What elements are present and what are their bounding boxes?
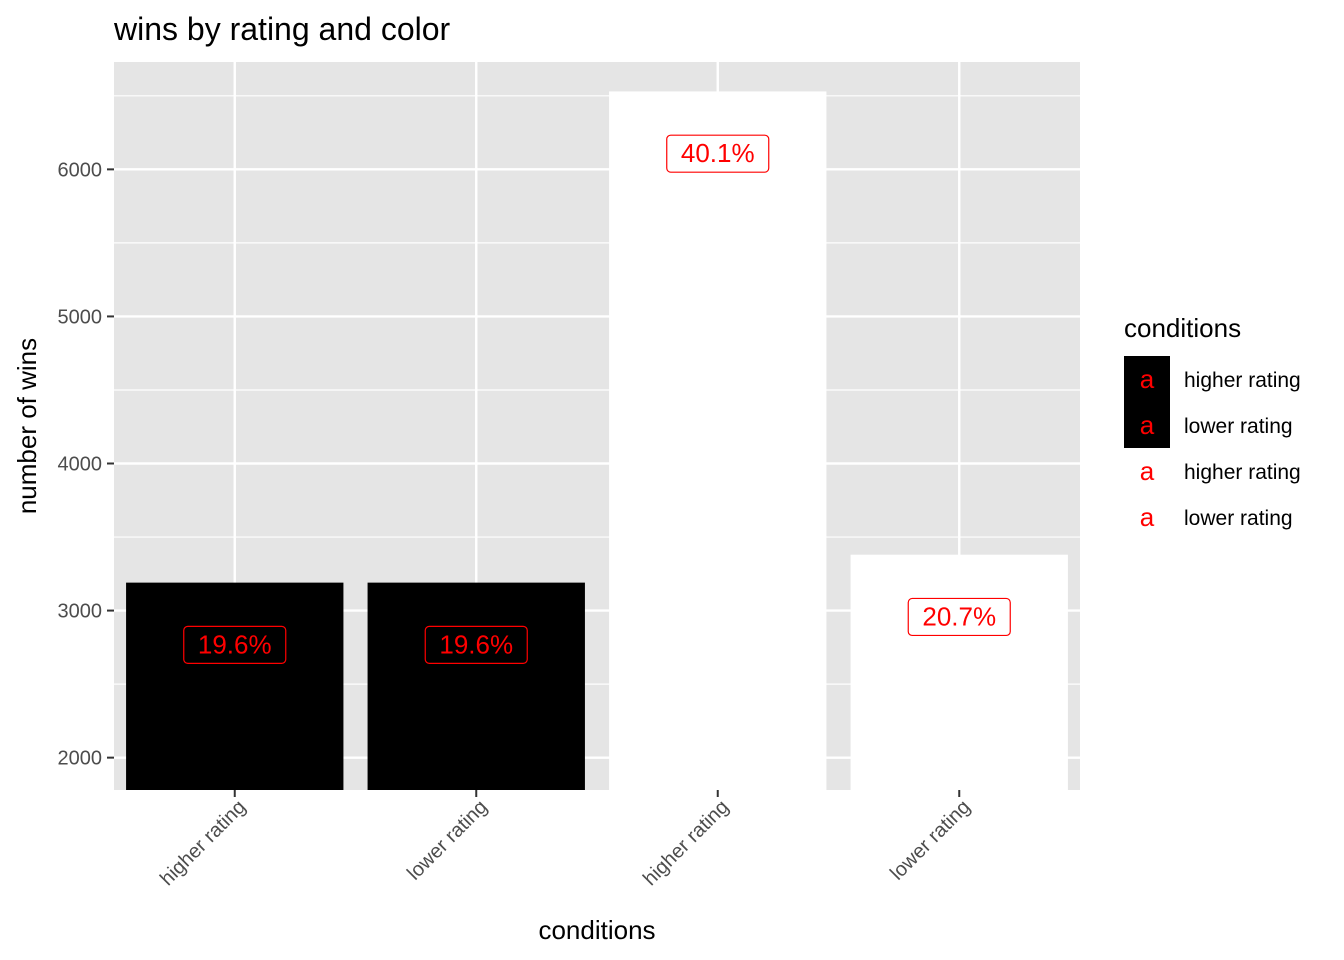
legend-key-glyph: a xyxy=(1140,364,1155,394)
data-labels: 19.6% 19.6% 40.1% 20.7% xyxy=(183,134,1011,665)
data-label-group: 19.6% xyxy=(424,625,528,665)
legend-key-glyph: a xyxy=(1140,502,1155,532)
data-label-group: 19.6% xyxy=(183,625,287,665)
data-label-group: 40.1% xyxy=(666,134,770,173)
bar xyxy=(609,91,827,791)
x-tick-label: higher rating xyxy=(156,796,250,890)
y-axis-title: number of wins xyxy=(12,338,42,514)
legend-label: higher rating xyxy=(1184,461,1301,484)
legend-key xyxy=(1124,402,1170,448)
legend-key xyxy=(1124,494,1170,540)
data-label-group: 20.7% xyxy=(907,597,1011,637)
data-label: 19.6% xyxy=(198,629,272,659)
bars xyxy=(126,91,1068,791)
y-axis: 2000 3000 4000 5000 6000 xyxy=(58,159,114,770)
data-label: 40.1% xyxy=(681,138,755,168)
data-label-box xyxy=(424,625,528,665)
data-label: 20.7% xyxy=(922,601,996,631)
legend-key-glyph: a xyxy=(1140,456,1155,486)
y-tick-label: 3000 xyxy=(58,601,103,623)
bar xyxy=(367,582,585,790)
x-tick-label: lower rating xyxy=(403,796,492,885)
legend-label: higher rating xyxy=(1184,369,1301,392)
data-label-box xyxy=(666,134,770,173)
legend-key-glyph: a xyxy=(1140,410,1155,440)
data-label: 19.6% xyxy=(439,629,513,659)
chart-title: wins by rating and color xyxy=(113,11,451,47)
y-tick-label: 5000 xyxy=(58,306,103,328)
legend-key xyxy=(1124,448,1170,494)
legend-title: conditions xyxy=(1124,313,1241,343)
bar xyxy=(126,582,344,790)
legend-label: lower rating xyxy=(1184,415,1293,438)
legend-key xyxy=(1124,356,1170,402)
data-label-box xyxy=(907,597,1011,637)
y-tick-label: 2000 xyxy=(58,748,103,770)
y-tick-label: 6000 xyxy=(58,159,103,181)
x-tick-label: higher rating xyxy=(639,796,733,890)
x-tick-label: lower rating xyxy=(886,796,975,885)
legend-label: lower rating xyxy=(1184,507,1293,530)
bar xyxy=(850,554,1068,790)
x-axis: higher rating lower rating higher rating lo… xyxy=(156,790,975,890)
y-tick-label: 4000 xyxy=(58,454,103,476)
legend: conditions a higher rating a lower rating a h… xyxy=(1124,313,1301,540)
x-axis-title: conditions xyxy=(538,915,655,945)
data-label-box xyxy=(183,625,287,665)
